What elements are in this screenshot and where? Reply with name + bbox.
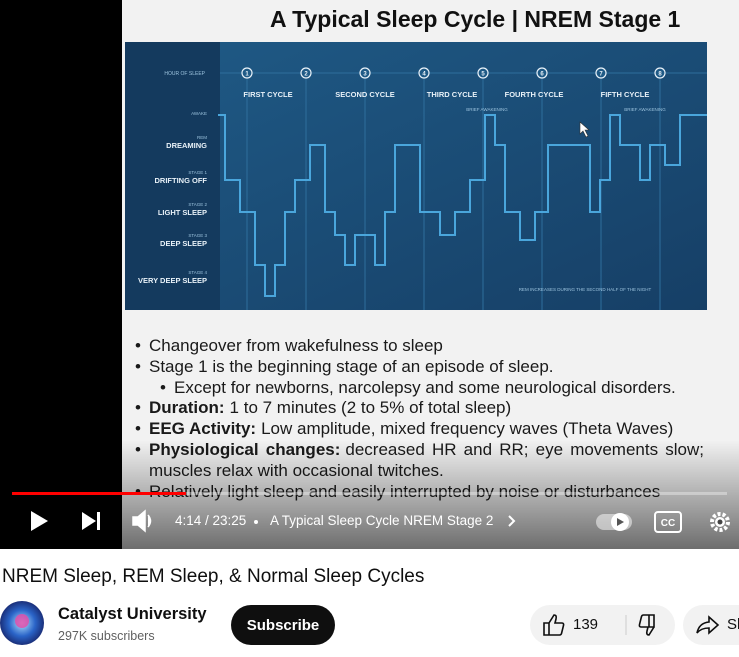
hour-marker [359,67,371,79]
cycle-label: FOURTH CYCLE [505,90,564,99]
cycle-label: THIRD CYCLE [427,90,477,99]
cycle-label: SECOND CYCLE [335,90,395,99]
hour-number: 6 [540,72,544,78]
hour-marker [241,67,253,79]
captions-icon-glyph: CC [661,518,675,529]
level-stage: AWAKE [191,111,207,116]
share-button[interactable]: Share [683,605,739,645]
hour-marker [300,67,312,79]
hour-number: 2 [304,72,308,78]
cycle-label: FIFTH CYCLE [601,90,650,99]
bullet-label: Duration: [149,398,225,418]
hour-number: 7 [599,72,603,78]
awakening-label: BRIEF AWAKENING [466,107,508,112]
hour-number: 8 [658,72,662,78]
video-player[interactable]: A Typical Sleep Cycle | NREM Stage 1 HOU… [0,0,739,549]
bullet: Except for newborns, narcolepsy and some… [135,378,704,399]
like-dislike: 139 [530,605,675,645]
subscribe-label: Subscribe [246,616,320,634]
diagram-note: REM INCREASES DURING THE SECOND HALF OF … [519,287,652,292]
settings-button[interactable] [710,512,730,532]
level-stage: STAGE 2 [188,202,207,207]
settings-hole [717,519,723,525]
channel-name[interactable]: Catalyst University [58,605,207,623]
bullet: Stage 1 is the beginning stage of an epi… [135,357,704,378]
bullet-text: Changeover from wakefulness to sleep [149,336,443,355]
like-count: 139 [573,616,599,633]
sleep-diagram: HOUR OF SLEEP 1 2 3 4 5 6 7 8 FIRST CYCLE SECOND C… [125,42,707,310]
progress-played [12,492,186,495]
captions-button[interactable] [654,511,682,533]
video-title: NREM Sleep, REM Sleep, & Normal Sleep Cy… [2,566,425,587]
channel-avatar[interactable] [0,601,45,646]
level-name: DEEP SLEEP [160,239,207,248]
mouse-cursor [579,121,590,138]
hour-number: 1 [245,72,249,78]
bullet-text: Except for newborns, narcolepsy and some… [174,377,676,397]
diagram-sidebar [125,42,220,310]
awakening-label: BRIEF AWAKENING [624,107,666,112]
like-button[interactable] [543,614,565,636]
level-name: DRIFTING OFF [155,176,208,185]
level-name: DREAMING [166,141,207,150]
share-label: Share [727,616,739,633]
slide-title: A Typical Sleep Cycle | NREM Stage 1 [270,6,681,32]
volume-button[interactable] [132,509,152,533]
hour-grid [246,78,661,310]
subscriber-count: 297K subscribers [58,629,155,643]
cycle-label: FIRST CYCLE [243,90,292,99]
progress-track[interactable] [12,492,727,495]
hour-number: 4 [422,72,426,78]
level-name: LIGHT SLEEP [158,208,207,217]
bullet: Changeover from wakefulness to sleep [135,336,704,357]
control-icons: CC [31,509,730,533]
level-stage: STAGE 3 [188,233,207,238]
diagram-labels: HOUR OF SLEEP 1 2 3 4 5 6 7 8 FIRST CYCLE SECOND C… [138,67,666,292]
play-button[interactable] [31,511,48,531]
dislike-button[interactable] [638,614,655,636]
chapter-title[interactable]: A Typical Sleep Cycle NREM Stage 2 [270,513,494,528]
like-icons [543,614,655,636]
next-button[interactable] [82,512,100,530]
bullet: Duration:1 to 7 minutes (2 to 5% of tota… [135,398,704,419]
bullet: EEG Activity:Low amplitude, mixed freque… [135,419,704,440]
hour-marker [477,67,489,79]
hour-number: 3 [363,72,367,78]
level-stage: STAGE 1 [188,170,207,175]
bullet-text: Stage 1 is the beginning stage of an epi… [149,356,554,376]
chapter-chevron[interactable] [508,515,516,527]
level-name: VERY DEEP SLEEP [138,276,207,285]
bullet-label: EEG Activity: [149,419,257,439]
hour-marker [654,67,666,79]
share-icon [696,615,720,635]
time-display: 4:14 / 23:25 [175,513,247,528]
separator-dot [254,520,258,524]
bullet-text: Low amplitude, mixed frequency waves (Th… [261,419,674,439]
hour-number: 5 [481,72,485,78]
level-stage: STAGE 4 [188,270,207,275]
level-stage: REM [197,135,207,140]
bullet-text: 1 to 7 minutes (2 to 5% of total sleep) [229,398,512,418]
hour-axis-label: HOUR OF SLEEP [164,71,205,77]
hour-marker [536,67,548,79]
hour-marker [418,67,430,79]
hypnogram [218,114,707,297]
avatar-figure [15,614,29,628]
subscribe-button[interactable]: Subscribe [231,605,335,645]
autoplay-icon [617,518,624,526]
hour-marker [595,67,607,79]
